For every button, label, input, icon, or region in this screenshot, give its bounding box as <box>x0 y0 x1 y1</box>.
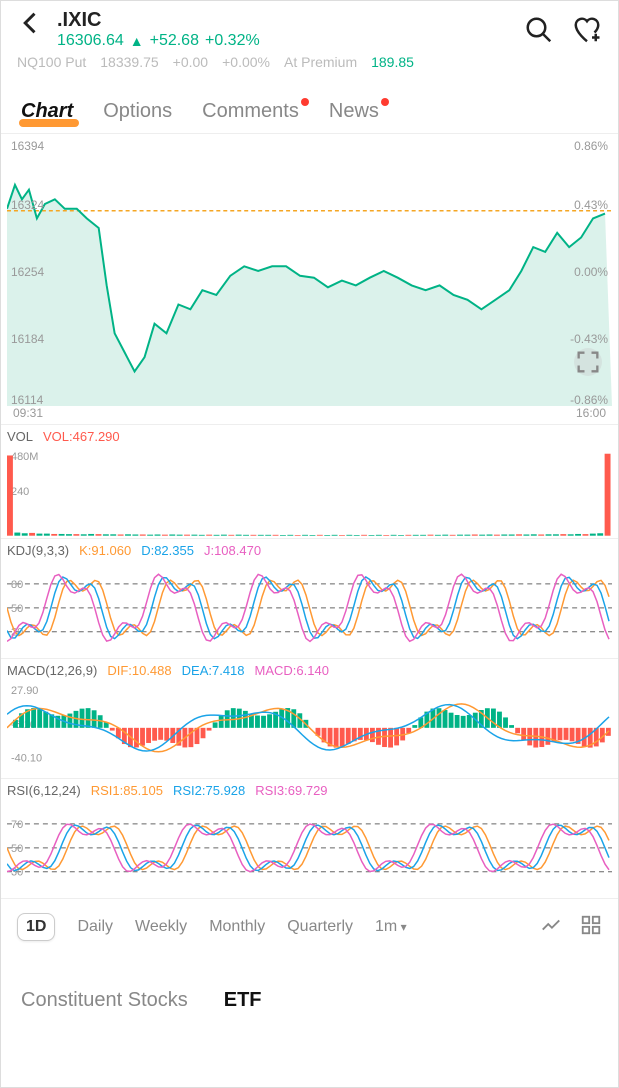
price-change-pct: +0.32% <box>205 32 260 50</box>
kdj-d: D:82.355 <box>141 543 194 558</box>
favorite-add-icon[interactable] <box>572 15 602 50</box>
rsi-label: RSI(6,12,24) <box>7 783 81 798</box>
tab-etf[interactable]: ETF <box>224 989 262 1012</box>
timeframe-daily[interactable]: Daily <box>77 918 113 936</box>
macd-label: MACD(12,26,9) <box>7 663 97 678</box>
timeframe-monthly[interactable]: Monthly <box>209 918 265 936</box>
ticker-header: .IXIC 16306.64 ▲ +52.68 +0.32% <box>57 9 512 50</box>
related-change-pct: +0.00% <box>222 54 270 70</box>
related-change: +0.00 <box>173 54 208 70</box>
x-time-end: 16:00 <box>576 406 606 420</box>
svg-text:480M: 480M <box>11 451 38 463</box>
svg-text:0.43%: 0.43% <box>574 198 608 212</box>
tab-news-label: News <box>329 100 379 122</box>
rsi-3: RSI3:69.729 <box>255 783 327 798</box>
back-icon[interactable] <box>17 9 45 42</box>
svg-text:27.90: 27.90 <box>11 685 38 697</box>
related-product-row: NQ100 Put 18339.75 +0.00 +0.00% At Premi… <box>1 54 618 76</box>
kdj-label: KDJ(9,3,3) <box>7 543 69 558</box>
svg-text:80: 80 <box>11 579 23 591</box>
notification-dot-icon <box>301 98 309 106</box>
x-time-start: 09:31 <box>13 406 43 420</box>
svg-text:16254: 16254 <box>11 265 45 279</box>
tab-chart[interactable]: Chart <box>21 100 73 123</box>
price-value: 16306.64 <box>57 32 124 50</box>
svg-text:50: 50 <box>11 603 23 615</box>
svg-text:-0.43%: -0.43% <box>570 332 608 346</box>
timeframe-weekly[interactable]: Weekly <box>135 918 187 936</box>
tab-comments-label: Comments <box>202 100 299 122</box>
svg-text:16114: 16114 <box>11 393 44 406</box>
kdj-k: K:91.060 <box>79 543 131 558</box>
notification-dot-icon <box>381 98 389 106</box>
kdj-chart[interactable]: 805020 <box>7 560 612 656</box>
macd-chart[interactable]: 27.90-6.10-40.10 <box>7 680 612 776</box>
macd-dif: DIF:10.488 <box>107 663 171 678</box>
kdj-j: J:108.470 <box>204 543 261 558</box>
up-arrow-icon: ▲ <box>130 33 144 49</box>
macd-hist: MACD:6.140 <box>255 663 329 678</box>
rsi-chart[interactable]: 705030 <box>7 800 612 896</box>
svg-text:16324: 16324 <box>11 198 45 212</box>
svg-text:16184: 16184 <box>11 332 45 346</box>
price-chart[interactable]: 16394 0.86% 16324 0.43% 16254 0.00% 16184 -0.43… <box>7 138 612 406</box>
volume-chart[interactable]: 480M 240 <box>7 446 612 536</box>
tab-constituent-stocks[interactable]: Constituent Stocks <box>21 989 188 1012</box>
tab-news[interactable]: News <box>329 100 379 123</box>
macd-dea: DEA:7.418 <box>182 663 245 678</box>
related-label: NQ100 Put <box>17 54 86 70</box>
svg-text:240: 240 <box>11 486 29 498</box>
svg-text:0.00%: 0.00% <box>574 265 608 279</box>
premium-value: 189.85 <box>371 54 414 70</box>
price-change: +52.68 <box>150 32 199 50</box>
tab-comments[interactable]: Comments <box>202 100 299 123</box>
vol-label: VOL <box>7 429 33 444</box>
vol-value: VOL:467.290 <box>43 429 120 444</box>
rsi-1: RSI1:85.105 <box>91 783 163 798</box>
timeframe-bar: 1D Daily Weekly Monthly Quarterly 1m <box>1 898 618 955</box>
timeframe-1d[interactable]: 1D <box>17 913 55 941</box>
svg-text:70: 70 <box>11 819 23 831</box>
svg-text:0.86%: 0.86% <box>574 139 608 153</box>
fullscreen-icon[interactable] <box>574 348 602 376</box>
related-price: 18339.75 <box>100 54 158 70</box>
timeframe-quarterly[interactable]: Quarterly <box>287 918 353 936</box>
rsi-2: RSI2:75.928 <box>173 783 245 798</box>
layout-grid-icon[interactable] <box>580 914 602 941</box>
svg-text:-40.10: -40.10 <box>11 753 42 765</box>
svg-text:-0.86%: -0.86% <box>570 393 608 406</box>
tab-options[interactable]: Options <box>103 100 172 123</box>
chart-style-icon[interactable] <box>540 914 562 941</box>
search-icon[interactable] <box>524 15 554 50</box>
timeframe-dropdown[interactable]: 1m <box>375 918 407 936</box>
ticker-symbol: .IXIC <box>57 9 512 32</box>
svg-text:50: 50 <box>11 843 23 855</box>
premium-label: At Premium <box>284 54 357 70</box>
svg-text:16394: 16394 <box>11 139 45 153</box>
